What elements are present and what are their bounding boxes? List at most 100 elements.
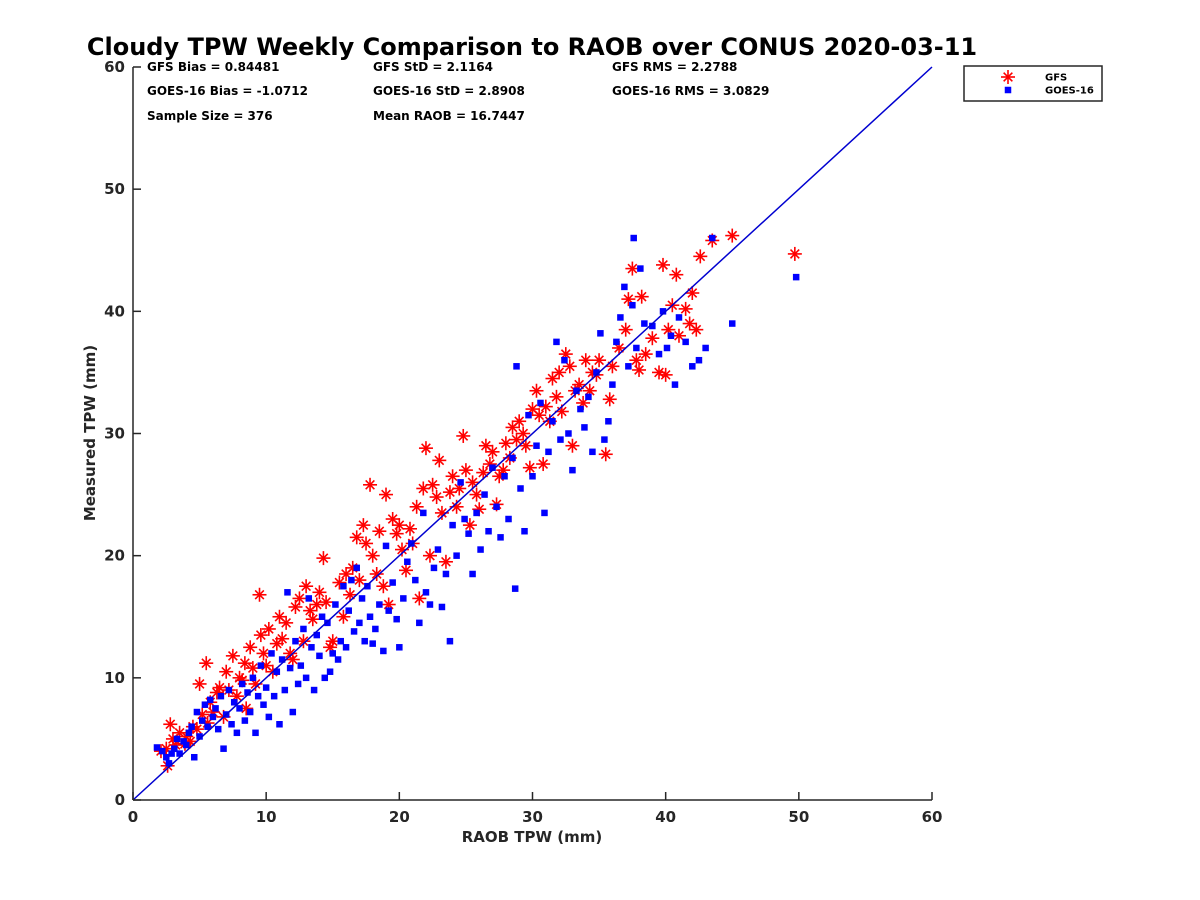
goes-16-point [695,356,703,364]
legend-label-goes-16: GOES-16 [1045,86,1094,97]
goes-16-point [289,708,297,716]
goes-16-point [180,738,187,745]
legend-label-gfs: GFS [1045,73,1067,84]
gfs-point [332,575,347,590]
goes-16-point [446,637,454,645]
gfs-point [163,717,178,732]
gfs-point [192,676,207,691]
goes-16-point [268,650,275,657]
gfs-point [632,362,647,377]
goes-16-point [358,595,366,602]
gfs-point [316,551,331,566]
goes-16-point [671,381,679,388]
goes-16-point [348,576,355,584]
gfs-point [605,359,620,374]
goes-16-point [630,234,637,242]
data-layer [132,66,933,801]
gfs-point [509,432,524,447]
goes-16-point [389,579,396,586]
goes-16-point [350,628,358,635]
gfs-point [219,664,234,679]
gfs-point [689,322,704,337]
gfs-point [425,477,440,492]
gfs-point [243,640,258,655]
goes-16-point [577,405,584,413]
goes-16-point [238,680,246,688]
goes-16-point [553,338,560,346]
y-tick-label: 50 [104,180,125,198]
goes-16-point [204,723,211,730]
goes-16-point [286,664,294,672]
gfs-point [398,563,413,578]
stats-annotations: GFS Bias = 0.84481 GFS StD = 2.1164 GFS RM… [147,60,769,123]
gfs-point [445,469,460,484]
goes-16-point [792,273,800,281]
goes-16-point [537,399,544,407]
goes-16-point [183,741,190,749]
goes-16-point [276,721,283,728]
goes-16-point [230,699,238,706]
gfs-point [671,328,686,343]
goes-16-point [597,330,604,337]
gfs-point [299,579,314,594]
gfs-point [349,530,364,545]
goes-16-point [655,350,663,358]
gfs-point [418,441,433,456]
gfs-point [343,587,358,602]
goes-16-point [260,701,267,708]
goes-16-point [214,725,222,733]
gfs-point [319,595,334,610]
goes-16-point [593,369,600,376]
gfs-point [438,554,453,569]
goes-16-point [176,750,183,757]
gfs-point [469,487,484,502]
x-tick-label: 20 [389,808,410,826]
gfs-point [725,228,740,243]
goes-16-point [353,564,360,572]
goes-16-point [196,733,203,740]
goes-16-point [337,637,344,645]
goes-16-point [729,320,736,327]
x-tick-label: 10 [256,808,277,826]
gfs-point [532,408,547,423]
goes-16-point [481,491,488,498]
goes-16-point [228,721,235,728]
gfs-point [458,463,473,478]
gfs-point [372,524,387,539]
goes-16-point [334,656,342,663]
gfs-point [669,267,684,282]
goes-16-point [265,713,273,721]
gfs-point [592,353,607,368]
goes-16-point [364,582,371,590]
y-tick-label: 30 [104,425,125,443]
gfs-point [237,656,252,671]
legend-box [963,65,1103,102]
gfs-point [432,453,447,468]
gfs-point [529,383,544,398]
gfs-point [618,322,633,337]
goes-16-point [573,387,580,394]
y-axis-ticks: 0 10 20 30 40 50 60 [104,58,141,809]
x-axis-ticks: 0 10 20 30 40 50 60 [128,792,942,826]
gfs-point [645,331,660,346]
gfs-point [656,257,671,272]
goes-16-point [629,301,636,309]
legend-marker-gfs [1001,70,1015,84]
goes-16-point [310,686,318,694]
goes-16-point [270,692,278,700]
goes-16-point [372,625,379,633]
goes-16-point [521,527,528,535]
goes-16-point [382,542,390,550]
goes-16-point [689,363,696,370]
goes-16-point [545,448,552,456]
gfs-point [253,628,268,643]
y-axis-label: Measured TPW (mm) [81,345,99,521]
y-tick-label: 40 [104,302,125,320]
goes-16-point [682,338,689,346]
gfs-point [602,392,617,407]
gfs-point [536,457,551,472]
gfs-point [422,548,437,563]
y-tick-label: 10 [104,669,125,687]
gfs-point [376,579,391,594]
stat-label: GOES-16 StD = 2.8908 [373,84,525,98]
